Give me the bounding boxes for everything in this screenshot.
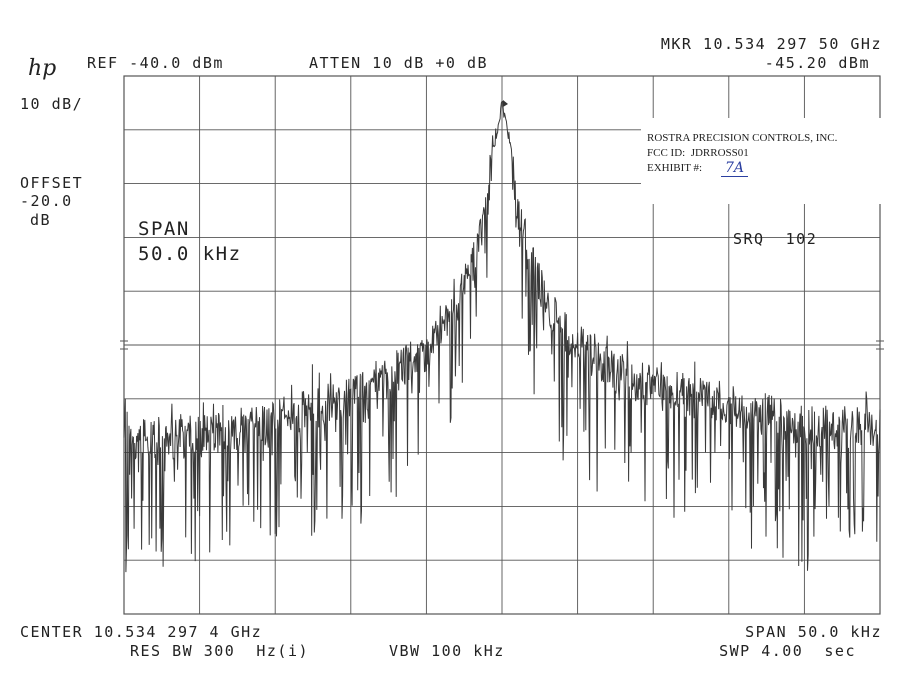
hp-logo: hp — [28, 56, 57, 81]
exhibit-label: ROSTRA PRECISION CONTROLS, INC. FCC ID: … — [641, 118, 889, 204]
span-overlay-label: SPAN — [138, 218, 190, 240]
scale-per-div: 10 dB/ — [20, 95, 84, 113]
srq-code: SRQ 102 — [733, 230, 818, 248]
exhibit-fcc-id: FCC ID: JDRROSS01 — [647, 147, 749, 159]
attenuation: ATTEN 10 dB +0 dB — [309, 54, 489, 72]
marker-icon — [503, 100, 508, 107]
video-bandwidth: VBW 100 kHz — [389, 642, 505, 660]
span-setting: SPAN 50.0 kHz — [745, 623, 882, 641]
marker-level: -45.20 dBm — [764, 54, 870, 72]
exhibit-company: ROSTRA PRECISION CONTROLS, INC. — [647, 132, 838, 144]
sweep-time: SWP 4.00 sec — [719, 642, 856, 660]
offset-label: OFFSET — [20, 174, 84, 192]
ref-level: REF -40.0 dBm — [87, 54, 224, 72]
spectrum-trace — [123, 100, 881, 573]
offset-value: -20.0 — [20, 192, 73, 210]
span-overlay-value: 50.0 kHz — [138, 243, 242, 265]
resolution-bandwidth: RES BW 300 Hz(i) — [130, 642, 310, 660]
exhibit-number: 7A — [721, 160, 749, 177]
offset-unit: dB — [30, 211, 52, 229]
exhibit-number-label: EXHIBIT #: — [647, 162, 703, 174]
edge-ticks — [120, 340, 884, 350]
marker-frequency: MKR 10.534 297 50 GHz — [660, 35, 882, 53]
center-frequency: CENTER 10.534 297 4 GHz — [20, 623, 263, 641]
